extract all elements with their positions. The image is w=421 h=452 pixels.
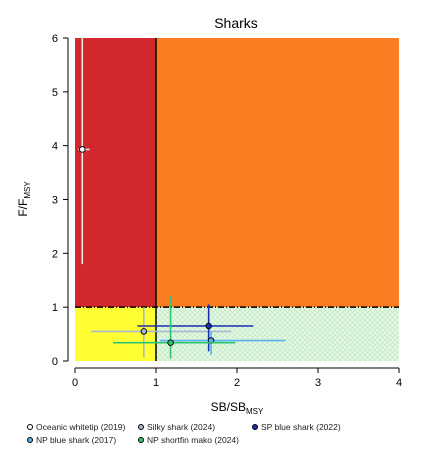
series-0	[78, 38, 90, 265]
legend-marker	[27, 424, 33, 430]
series-layer	[78, 38, 286, 359]
legend-item: Silky shark (2024)	[138, 422, 215, 432]
x-tick-label: 4	[396, 377, 402, 389]
quadrant-overfishing	[156, 38, 399, 308]
legend-label: Silky shark (2024)	[147, 422, 216, 432]
y-tick-label: 5	[52, 87, 58, 99]
legend: Oceanic whitetip (2019) Silky shark (2024…	[0, 419, 421, 449]
data-point	[79, 146, 86, 153]
y-tick-label: 3	[52, 195, 58, 207]
y-tick-label: 0	[52, 356, 58, 368]
legend-marker	[252, 424, 258, 430]
y-axis-label: F/FMSY	[16, 181, 32, 217]
legend-item: SP blue shark (2022)	[252, 422, 341, 432]
legend-label: NP blue shark (2017)	[36, 435, 117, 445]
data-point	[140, 328, 148, 335]
y-tick-label: 4	[52, 141, 58, 153]
quadrant-overfished-overfishing	[75, 38, 156, 308]
legend-item: NP shortfin mako (2024)	[138, 435, 239, 445]
x-tick-label: 0	[72, 377, 78, 389]
y-tick-label: 2	[52, 248, 58, 260]
y-tick-label: 6	[52, 33, 58, 45]
legend-item: Oceanic whitetip (2019)	[27, 422, 125, 432]
quadrant-healthy	[156, 307, 399, 361]
legend-label: NP shortfin mako (2024)	[147, 435, 239, 445]
plot-area	[75, 38, 399, 361]
series-2	[137, 304, 254, 352]
legend-label: SP blue shark (2022)	[261, 422, 341, 432]
axes: 0 1 2 3 4 0 1 2 3 4 5 6	[52, 33, 402, 389]
legend-label: Oceanic whitetip (2019)	[36, 422, 126, 432]
chart-title: Sharks	[214, 15, 258, 31]
y-tick-label: 1	[52, 302, 58, 314]
x-axis-label: SB/SBMSY	[211, 400, 264, 416]
legend-item: NP blue shark (2017)	[27, 435, 116, 445]
data-point	[205, 322, 212, 330]
legend-marker	[27, 437, 33, 443]
data-point	[167, 339, 174, 346]
series-4	[113, 296, 236, 359]
legend-marker	[138, 424, 144, 430]
x-tick-label: 3	[315, 377, 321, 389]
legend-marker	[138, 437, 144, 443]
x-tick-label: 2	[234, 377, 240, 389]
x-tick-label: 1	[153, 377, 159, 389]
